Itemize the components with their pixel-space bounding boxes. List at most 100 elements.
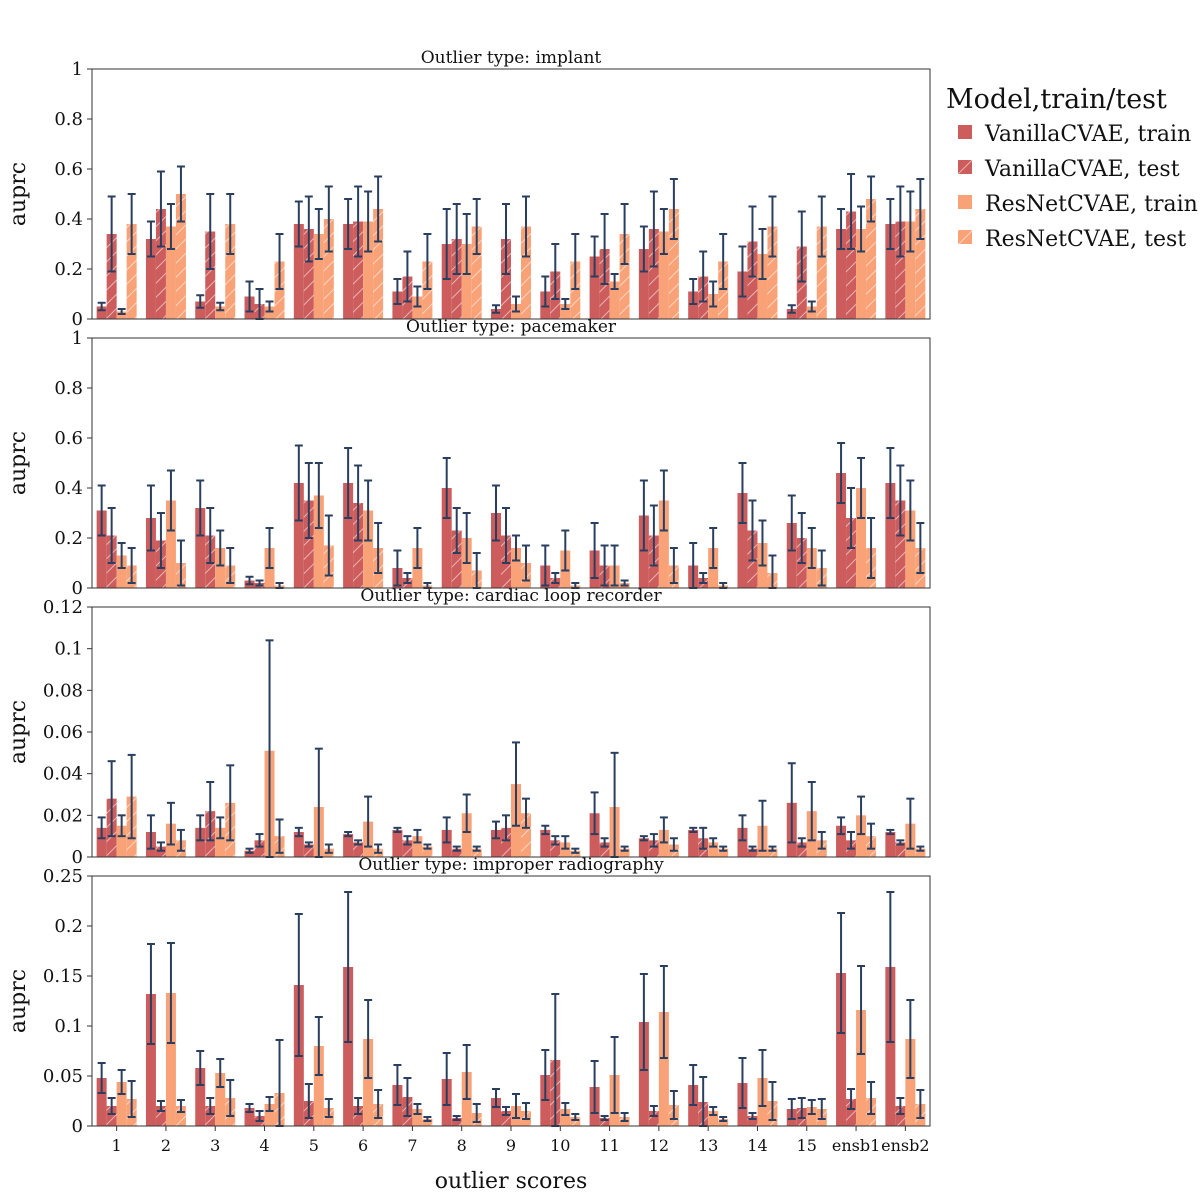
bar-resnet-train-2: [165, 993, 176, 1126]
error-bar-vanilla-train-14: [738, 1057, 747, 1109]
bar-vanilla-train-13: [688, 829, 699, 857]
error-bar-resnet-train-ensb2: [906, 797, 915, 850]
bar-resnet-test-8: [471, 226, 482, 319]
error-bar-vanilla-train-2: [146, 943, 155, 1045]
y-tick-label: 0.15: [43, 966, 83, 987]
error-bar-vanilla-train-7: [393, 549, 402, 587]
error-bar-resnet-train-13: [709, 527, 718, 569]
error-bar-vanilla-train-11: [590, 1060, 599, 1114]
bar-resnet-test-9: [521, 813, 531, 857]
error-bar-vanilla-test-ensb1: [847, 831, 856, 850]
error-bar-resnet-test-10: [571, 847, 580, 854]
error-bar-resnet-test-13: [719, 233, 728, 290]
panel-3: 0 0.02 0.04 0.06 0.08 0.1 0.12 Outlier type: ca…: [6, 586, 931, 868]
error-bar-resnet-train-9: [512, 1093, 520, 1119]
bar-vanilla-test-6: [353, 503, 364, 588]
error-bar-resnet-train-15: [807, 781, 816, 842]
error-bar-vanilla-test-5: [304, 195, 313, 263]
error-bar-resnet-test-5: [324, 843, 333, 854]
bar-vanilla-test-3: [205, 231, 216, 319]
bar-vanilla-train-1: [96, 1078, 107, 1126]
error-bar-resnet-test-11: [620, 845, 629, 852]
bar-resnet-train-7: [412, 836, 423, 857]
error-bar-resnet-train-11: [610, 544, 619, 587]
bar-resnet-test-9: [521, 226, 531, 319]
error-bar-resnet-test-ensb2: [916, 1089, 925, 1119]
bar-vanilla-train-12: [638, 515, 649, 588]
error-bar-vanilla-test-8: [452, 203, 461, 275]
error-bar-vanilla-train-ensb2: [886, 828, 895, 836]
bar-resnet-train-5: [313, 495, 324, 588]
y-tick-label: 0.05: [43, 1066, 83, 1087]
error-bar-resnet-train-6: [364, 190, 373, 253]
error-bar-resnet-test-2: [176, 1099, 185, 1113]
error-bar-resnet-train-15: [807, 527, 816, 569]
error-bar-vanilla-train-14: [738, 814, 747, 842]
bar-vanilla-test-10: [550, 840, 561, 857]
legend-label-vanilla-train: VanillaCVAE, train: [984, 122, 1191, 147]
error-bar-resnet-train-ensb2: [906, 190, 915, 253]
y-tick-label: 0.8: [54, 378, 83, 399]
error-bar-resnet-train-ensb2: [906, 999, 915, 1079]
error-bar-vanilla-train-12: [639, 973, 648, 1071]
panel-frame: [91, 68, 931, 320]
error-bar-vanilla-test-7: [403, 835, 412, 846]
y-tick-label: 0.6: [54, 428, 83, 449]
bar-resnet-train-6: [363, 1039, 374, 1126]
bar-vanilla-test-8: [451, 848, 462, 857]
x-axis: 1 2 3 4 5 6 7 8 9 10 11 12 13 14 15 ensb1 ensb2: [112, 1126, 930, 1155]
bar-resnet-train-10: [560, 304, 571, 319]
error-bar-resnet-train-12: [659, 965, 668, 1059]
error-bar-resnet-test-9: [522, 1102, 530, 1120]
bar-vanilla-train-14: [737, 493, 748, 588]
y-tick-label: 0.12: [43, 597, 83, 618]
bar-vanilla-train-6: [343, 224, 354, 319]
error-bar-vanilla-train-7: [393, 826, 402, 833]
y-tick-label: 0.2: [54, 528, 83, 549]
y-tick-label: 0.08: [43, 680, 83, 701]
error-bar-vanilla-test-13: [699, 250, 708, 303]
bar-vanilla-train-9: [491, 513, 501, 588]
bar-resnet-train-ensb1: [856, 229, 867, 319]
error-bar-vanilla-test-3: [206, 1097, 215, 1115]
bar-vanilla-test-9: [501, 827, 511, 857]
error-bar-resnet-test-ensb1: [867, 822, 876, 850]
y-axis-label: auprc: [6, 162, 31, 226]
error-bar-vanilla-train-10: [541, 544, 550, 587]
error-bar-vanilla-test-1: [107, 507, 116, 564]
error-bar-vanilla-test-6: [354, 839, 363, 846]
bar-vanilla-train-6: [343, 834, 354, 857]
error-bar-resnet-test-12: [669, 547, 678, 584]
error-bar-vanilla-train-14: [738, 462, 747, 524]
error-bar-vanilla-train-12: [639, 479, 648, 552]
error-bar-resnet-train-5: [314, 1016, 323, 1076]
error-bar-vanilla-test-14: [748, 845, 757, 852]
error-bar-resnet-test-3: [226, 1079, 235, 1117]
error-bar-vanilla-train-9: [492, 1088, 500, 1108]
bar-resnet-train-3: [215, 827, 226, 857]
bar-vanilla-train-12: [638, 249, 649, 319]
bar-resnet-test-13: [718, 848, 729, 857]
error-bar-vanilla-test-14: [748, 205, 757, 278]
bar-resnet-test-10: [570, 261, 581, 319]
error-bar-vanilla-train-13: [689, 278, 698, 305]
bar-resnet-train-11: [609, 281, 620, 319]
bar-vanilla-test-ensb1: [846, 211, 857, 319]
bar-resnet-test-5: [323, 219, 334, 319]
bar-vanilla-train-8: [441, 829, 452, 857]
error-bar-vanilla-test-12: [649, 190, 658, 268]
bar-resnet-train-ensb1: [856, 488, 867, 588]
error-bar-vanilla-test-4: [255, 579, 264, 587]
panels: 0 0.2 0.4 0.6 0.8 1 Outlier type: implant auprc…: [6, 48, 931, 1137]
bar-vanilla-train-14: [737, 827, 748, 857]
error-bar-vanilla-train-ensb1: [837, 208, 846, 250]
error-bar-resnet-test-4: [275, 233, 284, 290]
bar-vanilla-train-9: [491, 309, 501, 319]
error-bar-resnet-train-10: [561, 298, 570, 310]
bar-vanilla-train-3: [195, 827, 206, 857]
error-bar-vanilla-train-5: [294, 826, 303, 838]
error-bar-resnet-train-10: [561, 835, 570, 850]
bar-resnet-train-1: [116, 311, 127, 319]
bar-resnet-train-12: [658, 231, 669, 319]
